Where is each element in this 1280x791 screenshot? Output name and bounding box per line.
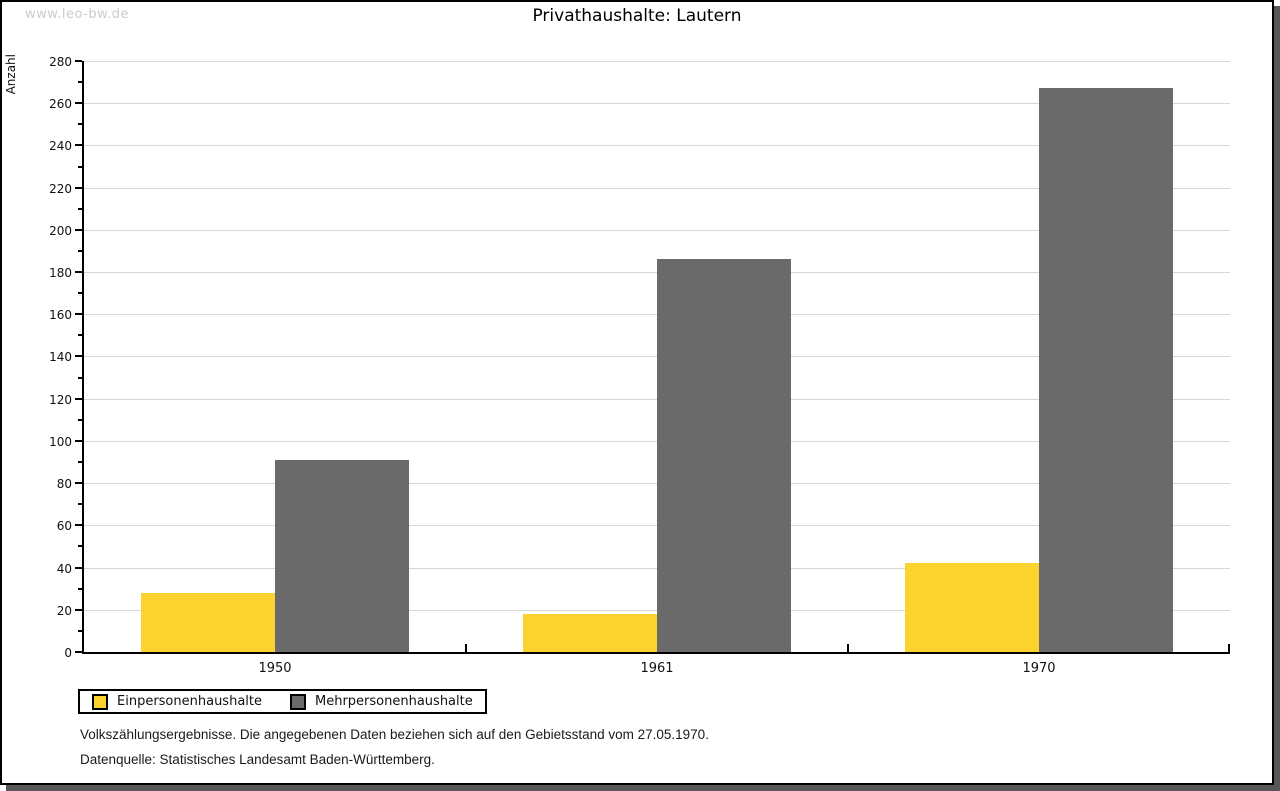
y-tick-major: [75, 144, 82, 146]
y-tick-label: 100: [49, 435, 72, 449]
gridline: [84, 61, 1230, 62]
footer-note-source-date: Volkszählungsergebnisse. Die angegebenen…: [80, 727, 709, 742]
y-tick-minor: [78, 123, 82, 125]
y-tick-minor: [78, 292, 82, 294]
gridline: [84, 145, 1230, 146]
bar-1950-einpersonenhaushalte: [141, 593, 275, 652]
legend-item-einpersonenhaushalte: Einpersonenhaushalte: [92, 693, 262, 710]
y-tick-label: 80: [56, 477, 72, 491]
y-tick-label: 0: [64, 646, 72, 660]
footer-note-data-source: Datenquelle: Statistisches Landesamt Bad…: [80, 752, 435, 767]
x-tick-label: 1950: [258, 661, 292, 676]
y-tick-major: [75, 398, 82, 400]
legend: Einpersonenhaushalte Mehrpersonenhaushal…: [78, 689, 487, 714]
y-tick-label: 260: [49, 97, 72, 111]
gridline: [84, 103, 1230, 104]
y-tick-major: [75, 482, 82, 484]
y-tick-minor: [78, 208, 82, 210]
y-tick-minor: [78, 461, 82, 463]
x-tick-boundary: [847, 644, 849, 652]
y-tick-label: 240: [49, 139, 72, 153]
y-tick-major: [75, 609, 82, 611]
y-tick-minor: [78, 250, 82, 252]
legend-label: Einpersonenhaushalte: [117, 694, 262, 709]
y-tick-major: [75, 229, 82, 231]
bar-1950-mehrpersonenhaushalte: [275, 460, 409, 652]
legend-item-mehrpersonenhaushalte: Mehrpersonenhaushalte: [290, 693, 473, 710]
y-tick-label: 120: [49, 393, 72, 407]
chart-title: Privathaushalte: Lautern: [532, 6, 742, 26]
y-tick-major: [75, 313, 82, 315]
bar-1970-einpersonenhaushalte: [905, 563, 1039, 652]
legend-label: Mehrpersonenhaushalte: [315, 694, 473, 709]
bar-1961-einpersonenhaushalte: [523, 614, 657, 652]
x-tick-boundary-end: [1228, 644, 1230, 652]
y-tick-minor: [78, 81, 82, 83]
gridline: [84, 188, 1230, 189]
y-tick-major: [75, 187, 82, 189]
x-tick-label: 1961: [640, 661, 674, 676]
bar-1970-mehrpersonenhaushalte: [1039, 88, 1173, 652]
y-tick-minor: [78, 588, 82, 590]
y-tick-label: 220: [49, 182, 72, 196]
y-tick-major: [75, 440, 82, 442]
y-tick-minor: [78, 377, 82, 379]
plot-area: 0 20 40 60 80 100 120 140 160 180 200 220 240 260 280 1…: [49, 55, 1230, 676]
x-tick-label: 1970: [1022, 661, 1056, 676]
x-tick-boundary: [465, 644, 467, 652]
y-tick-label: 200: [49, 224, 72, 238]
y-tick-label: 180: [49, 266, 72, 280]
y-tick-major: [75, 567, 82, 569]
y-tick-major: [75, 524, 82, 526]
bar-1961-mehrpersonenhaushalte: [657, 259, 791, 652]
y-tick-minor: [78, 419, 82, 421]
y-tick-major: [75, 60, 82, 62]
y-tick-label: 60: [56, 519, 72, 533]
y-tick-major: [75, 102, 82, 104]
y-tick-minor: [78, 545, 82, 547]
y-tick-minor: [78, 630, 82, 632]
gridline: [84, 230, 1230, 231]
y-tick-minor: [78, 503, 82, 505]
y-tick-label: 20: [56, 604, 72, 618]
y-tick-major: [75, 355, 82, 357]
y-tick-label: 280: [49, 55, 72, 69]
y-tick-label: 160: [49, 308, 72, 322]
y-tick-minor: [78, 166, 82, 168]
watermark: www.leo-bw.de: [25, 7, 129, 22]
y-tick-major: [75, 271, 82, 273]
y-tick-label: 140: [49, 350, 72, 364]
y-tick-major: [75, 651, 82, 653]
y-tick-label: 40: [56, 562, 72, 576]
y-tick-minor: [78, 334, 82, 336]
y-axis-title: Anzahl: [4, 54, 18, 95]
legend-swatch-0: [92, 693, 108, 710]
legend-swatch-1: [290, 693, 306, 710]
